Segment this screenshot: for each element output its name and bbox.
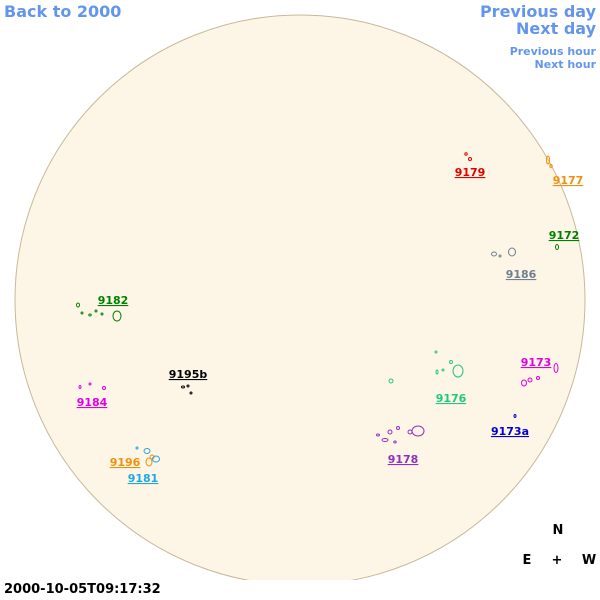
sunspot-outline <box>468 157 472 161</box>
region-label[interactable]: 9173 <box>521 356 552 369</box>
sunspot-outline <box>449 360 453 364</box>
next-day-link[interactable]: Next day <box>516 19 596 38</box>
sunspot-outline <box>411 425 425 437</box>
compass-north: N <box>553 523 564 538</box>
sunspot-outline <box>88 313 92 317</box>
region-label[interactable]: 9173a <box>491 425 529 438</box>
timestamp: 2000-10-05T09:17:32 <box>4 582 161 597</box>
solar-disk <box>14 14 586 580</box>
sunspot-outline <box>186 384 190 388</box>
active-region: 9195b <box>169 368 208 395</box>
sunspot-outline <box>88 382 92 386</box>
sunspot-outline <box>546 155 550 165</box>
sunspot-outline <box>498 254 502 258</box>
sunspot-outline <box>100 312 104 316</box>
sunspot-outline <box>452 364 464 378</box>
active-region: 9186 <box>491 247 537 281</box>
sunspot-outline <box>76 302 80 308</box>
compass-west: W <box>582 553 596 568</box>
region-label[interactable]: 9196 <box>110 456 141 469</box>
back-link[interactable]: Back to 2000 <box>4 2 122 21</box>
sunspot-outline <box>78 385 82 389</box>
region-label[interactable]: 9182 <box>98 294 129 307</box>
active-region: 9182 <box>76 294 129 322</box>
active-region: 9177 <box>546 155 584 187</box>
sunspot-outline <box>189 391 193 395</box>
sunspot-outline <box>102 386 106 390</box>
active-region: 9173 <box>521 356 559 387</box>
region-label[interactable]: 9178 <box>388 453 419 466</box>
region-label[interactable]: 9181 <box>128 472 159 485</box>
region-label[interactable]: 9195b <box>169 368 208 381</box>
sunspot-outline <box>508 247 516 257</box>
sunspot-outline <box>387 429 393 435</box>
sunspot-outline <box>464 152 468 156</box>
active-region: 9181 <box>128 446 160 485</box>
region-label[interactable]: 9172 <box>549 229 580 242</box>
sunspot-outline <box>536 376 540 380</box>
sunspot-outline <box>152 455 160 463</box>
sunspot-outline <box>135 446 139 450</box>
sunspot-outline <box>527 377 533 383</box>
region-label[interactable]: 9184 <box>77 396 108 409</box>
sunspot-outline <box>396 426 400 430</box>
sunspot-outline <box>80 311 84 315</box>
sunspot-outline <box>521 379 527 387</box>
active-region: 9179 <box>455 152 486 179</box>
sunspot-outline <box>393 440 397 444</box>
region-label[interactable]: 9177 <box>553 174 584 187</box>
sunspot-outline <box>434 350 438 354</box>
sunspot-outline <box>435 369 439 375</box>
next-hour-link[interactable]: Next hour <box>534 58 597 71</box>
sunspot-outline <box>441 368 445 372</box>
compass-center: + <box>552 553 563 568</box>
active-region: 9176 <box>388 350 467 405</box>
sunspot-outline <box>549 164 553 168</box>
sunspot-outline <box>94 309 98 313</box>
sunspot-outline <box>376 433 380 437</box>
compass: N E + W S <box>523 523 597 568</box>
sunspot-outline <box>381 438 389 442</box>
previous-hour-link[interactable]: Previous hour <box>509 45 596 58</box>
sunspot-outline <box>513 414 517 418</box>
region-label[interactable]: 9186 <box>506 268 537 281</box>
active-region: 9178 <box>376 425 425 466</box>
sunspot-outline <box>388 378 394 384</box>
sunspot-outline <box>143 448 151 454</box>
region-label[interactable]: 9179 <box>455 166 486 179</box>
sunspot-outline <box>553 363 559 373</box>
sunspot-outline <box>555 244 559 250</box>
compass-east: E <box>523 553 532 568</box>
solar-disk-map: N E + W S 9179 9177 9172 9186 9182 9173 9195b 9… <box>14 14 597 580</box>
active-region: 9173a <box>491 414 529 438</box>
active-region: 9172 <box>549 229 580 250</box>
previous-day-link[interactable]: Previous day <box>479 2 596 21</box>
region-label[interactable]: 9176 <box>436 392 467 405</box>
sunspot-outline <box>491 251 497 257</box>
active-region: 9184 <box>77 382 108 409</box>
active-region: 9196 <box>110 454 155 469</box>
sunspot-outline <box>181 385 185 389</box>
sunspot-outline <box>145 457 153 467</box>
sunspot-outline <box>112 310 122 322</box>
